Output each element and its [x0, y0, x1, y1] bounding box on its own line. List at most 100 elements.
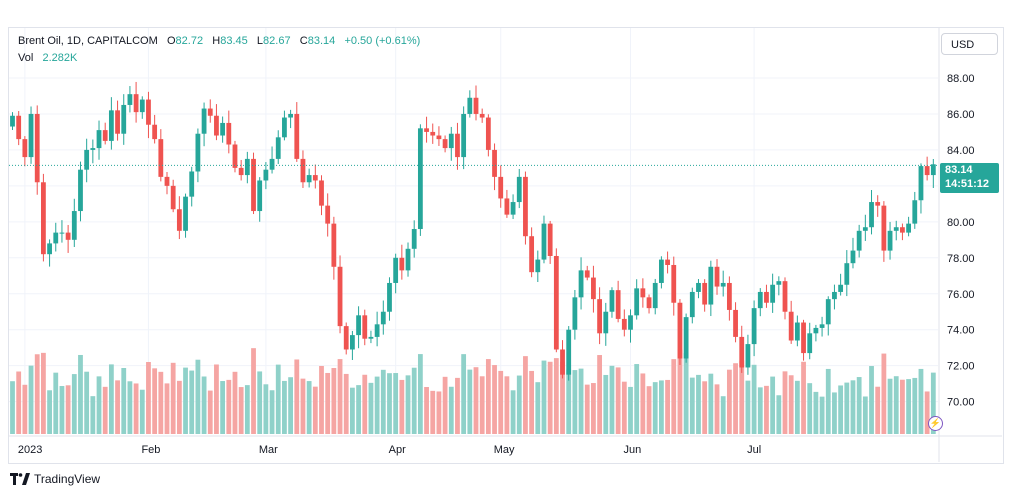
y-tick-label: 78.00	[947, 253, 975, 265]
last-price-value: 83.14	[945, 164, 973, 176]
candle-body	[201, 108, 207, 134]
volume-bar	[862, 396, 868, 434]
volume-bar	[275, 364, 281, 434]
candle-body	[22, 139, 28, 158]
y-tick-label: 80.00	[947, 217, 975, 229]
candle-body	[609, 290, 615, 312]
volume-bar	[529, 370, 535, 434]
candle-body	[523, 176, 528, 237]
volume-bar	[609, 365, 615, 434]
y-tick-label: 70.00	[947, 397, 975, 409]
candle-body	[269, 158, 275, 170]
volume-bar	[572, 370, 578, 434]
candle-body	[300, 158, 306, 183]
volume-bar	[158, 371, 164, 434]
volume-value: 2.282K	[42, 52, 78, 64]
candle-body	[516, 176, 522, 203]
candle-body	[726, 282, 732, 310]
flash-icon[interactable]: ⚡	[928, 416, 943, 431]
candle-body	[133, 94, 139, 113]
volume-bar	[108, 364, 114, 434]
volume-bar	[436, 391, 442, 434]
candle-body	[158, 139, 164, 177]
candle-body	[331, 223, 337, 267]
volume-bar	[312, 386, 318, 434]
volume-bar	[238, 387, 244, 434]
candle-body	[146, 99, 151, 125]
candle-body	[788, 311, 794, 341]
candle-body	[813, 327, 819, 334]
candle-body	[875, 202, 881, 206]
volume-bar	[770, 376, 776, 434]
candle-body	[399, 257, 405, 271]
volume-bar	[906, 379, 911, 434]
volume-bar	[399, 379, 405, 434]
candle-body	[195, 133, 201, 172]
candle-body	[832, 291, 837, 300]
volume-bar	[498, 370, 504, 434]
candle-body	[312, 175, 318, 181]
candle-body	[238, 167, 244, 176]
volume-bar	[442, 376, 448, 434]
volume-bar	[139, 389, 145, 434]
candle-body	[677, 302, 683, 359]
candle-body	[584, 270, 590, 278]
volume-bar	[127, 381, 133, 434]
candle-body	[764, 291, 769, 303]
volume-bar	[782, 371, 788, 434]
volume-bar	[269, 390, 275, 434]
volume-bar	[71, 374, 77, 434]
candle-body	[115, 110, 120, 134]
candle-body	[139, 99, 145, 113]
volume-bar	[739, 360, 745, 434]
candle-body	[306, 175, 312, 183]
volume-bar	[41, 352, 46, 434]
volume-bar	[65, 385, 71, 434]
candle-body	[251, 158, 256, 212]
volume-bar	[405, 375, 411, 434]
volume-bar	[417, 354, 423, 434]
volume-bar	[294, 359, 300, 434]
y-tick-label: 84.00	[947, 145, 975, 157]
volume-label[interactable]: Vol	[18, 52, 34, 64]
candle-body	[659, 259, 664, 283]
volume-bar	[53, 372, 59, 434]
volume-bar	[176, 380, 182, 434]
candle-body	[294, 113, 300, 159]
candle-body	[108, 110, 114, 141]
candle-body	[628, 315, 633, 330]
volume-bar	[288, 377, 293, 434]
x-tick-label: Jul	[747, 444, 761, 456]
volume-bar	[677, 349, 683, 434]
candle-body	[801, 322, 806, 354]
candle-body	[183, 196, 188, 231]
volume-bar	[492, 365, 497, 434]
candle-body	[689, 291, 695, 318]
volume-bar	[152, 368, 158, 434]
volume-bar	[510, 390, 516, 434]
candle-body	[776, 281, 782, 285]
volume-bar	[516, 375, 522, 434]
candle-body	[244, 158, 250, 176]
volume-bar	[553, 358, 559, 434]
candle-body	[535, 259, 541, 273]
candle-body	[442, 139, 448, 149]
volume-bar	[90, 396, 96, 434]
candle-body	[504, 198, 510, 215]
volume-bar	[146, 362, 151, 434]
volume-bar	[485, 359, 491, 434]
currency-button[interactable]: USD	[941, 33, 998, 55]
symbol-label[interactable]: Brent Oil, 1D, CAPITALCOM	[18, 35, 158, 47]
candle-body	[387, 282, 392, 312]
volume-bar	[78, 354, 83, 434]
candle-body	[121, 104, 127, 134]
volume-bar	[164, 383, 170, 434]
volume-bar	[170, 362, 176, 434]
tradingview-logo[interactable]: TradingView	[10, 472, 100, 486]
volume-bar	[257, 371, 263, 434]
y-tick-label: 74.00	[947, 325, 975, 337]
volume-bar	[887, 378, 893, 434]
volume-bar	[448, 386, 454, 434]
candle-body	[856, 230, 862, 251]
